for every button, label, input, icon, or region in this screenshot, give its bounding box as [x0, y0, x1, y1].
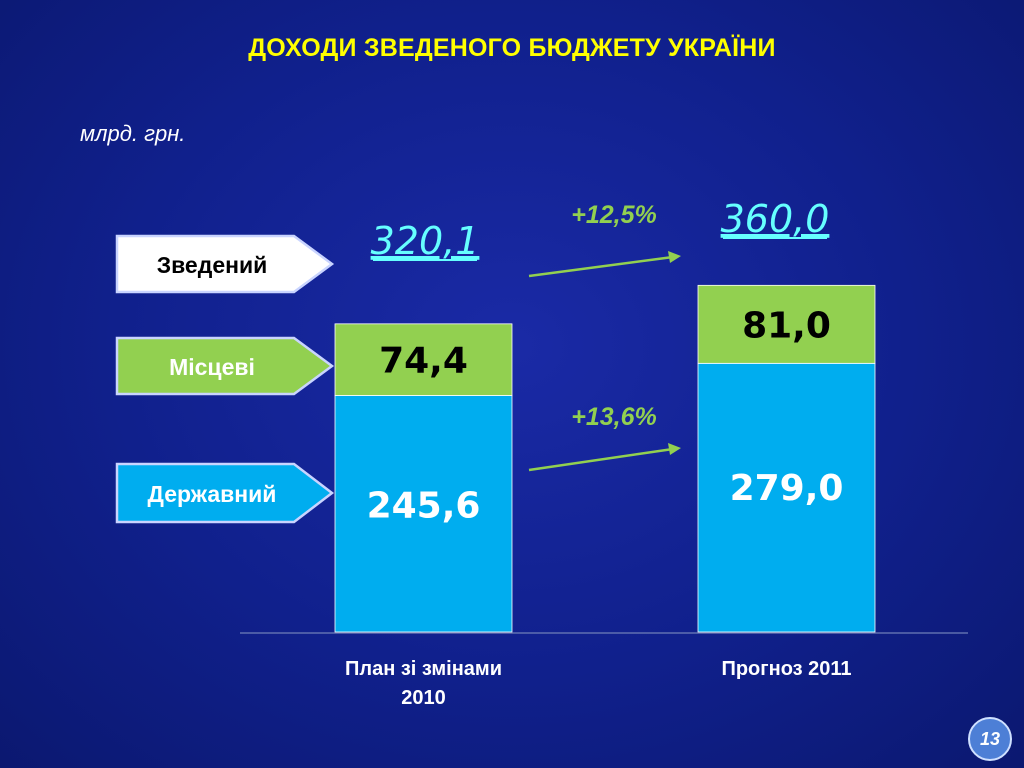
category-label-1-line-1: План зі змінами	[345, 658, 502, 680]
bar-mistsevi-1	[334, 323, 513, 396]
bar-mistsevi-2	[697, 284, 876, 364]
legend-mistsevi-shape	[115, 336, 335, 396]
growth-arrow-2	[528, 447, 674, 472]
unit-label: млрд. грн.	[80, 121, 186, 146]
data-label-mistsevi-1: 74,4	[379, 341, 468, 382]
legend-zvedenyi-shape	[115, 234, 335, 294]
category-label-1-line-2: 2010	[401, 687, 446, 709]
page-title: ДОХОДИ ЗВЕДЕНОГО БЮДЖЕТУ УКРАЇНИ	[248, 34, 776, 62]
growth-arrowhead-1	[668, 251, 681, 263]
bar-derzhavnyi-2	[697, 362, 876, 633]
legend-zvedenyi-label: Зведений	[157, 252, 268, 278]
growth-arrowhead-2	[668, 443, 681, 455]
category-label-2: Прогноз 2011	[721, 658, 851, 680]
data-label-mistsevi-2: 81,0	[742, 305, 831, 346]
legend-mistsevi-label: Місцеві	[169, 354, 255, 380]
bar-derzhavnyi-1	[334, 395, 513, 633]
total-label-1: 320,1	[371, 219, 480, 263]
legend-derzhavnyi-shape	[115, 462, 335, 524]
growth-arrow-1	[528, 255, 674, 278]
page-number-badge[interactable]: 13	[968, 717, 1012, 761]
data-label-derzhavnyi-2: 279,0	[730, 468, 844, 509]
data-label-derzhavnyi-1: 245,6	[367, 485, 481, 526]
total-label-2: 360,0	[721, 197, 830, 241]
growth-label-1: +12,5%	[571, 201, 657, 229]
growth-label-2: +13,6%	[571, 403, 657, 431]
legend-derzhavnyi-label: Державний	[148, 481, 277, 507]
